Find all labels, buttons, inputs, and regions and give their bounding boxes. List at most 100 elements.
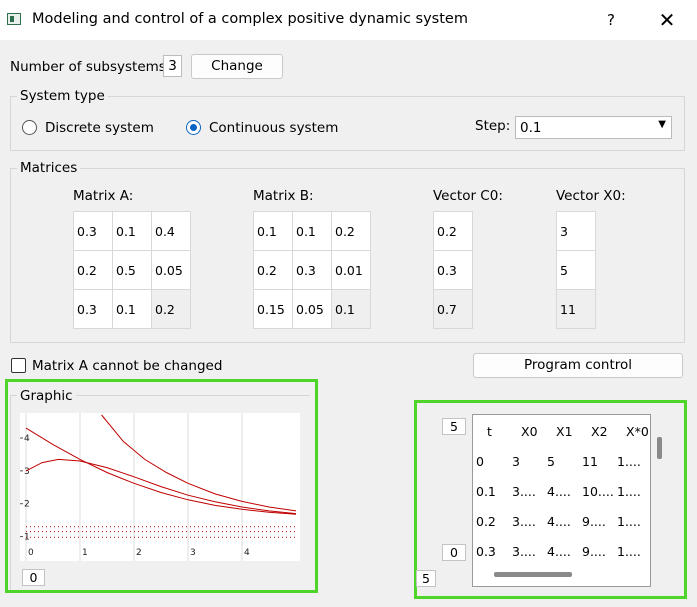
vector-x0-label: Vector X0:	[556, 188, 626, 204]
table-row[interactable]: 0.2 3.... 4.... 9.... 1....	[473, 506, 650, 536]
change-button[interactable]: Change	[191, 54, 283, 79]
table-cell[interactable]: 3....	[512, 483, 536, 499]
vector-c0-grid[interactable]: 0.2 0.3 0.7	[433, 211, 473, 329]
table-cell[interactable]: 9....	[582, 543, 606, 559]
matrix-a-cell[interactable]: 0.1	[112, 289, 152, 329]
matrix-a-cell[interactable]: 0.05	[151, 250, 191, 290]
column-header[interactable]: X2	[591, 423, 608, 439]
table-cell[interactable]: 9....	[582, 513, 606, 529]
matrix-a-label: Matrix A:	[73, 188, 134, 204]
program-control-button[interactable]: Program control	[473, 353, 683, 378]
graphic-highlight	[5, 379, 318, 593]
table-cell[interactable]: 1....	[617, 543, 641, 559]
close-button[interactable]: ✕	[658, 8, 676, 32]
matrix-a-lock-checkbox[interactable]	[11, 358, 26, 373]
matrix-a-cell[interactable]: 0.2	[73, 250, 113, 290]
table-spinbox-middle[interactable]: 0	[442, 544, 466, 561]
table-cell[interactable]: 1....	[617, 453, 641, 469]
app-icon	[7, 13, 21, 25]
matrix-b-grid[interactable]: 0.1 0.1 0.2 0.2 0.3 0.01 0.15 0.05 0.1	[253, 211, 371, 329]
matrix-b-cell[interactable]: 0.15	[253, 289, 293, 329]
table-cell[interactable]: 11	[582, 453, 598, 469]
x-tick-label: 0	[28, 548, 34, 558]
column-header[interactable]: X*0	[626, 423, 649, 439]
vector-x0-grid[interactable]: 3 5 11	[556, 211, 596, 329]
column-header[interactable]: X0	[521, 423, 538, 439]
vector-x0-cell[interactable]: 11	[556, 289, 596, 329]
matrix-b-cell[interactable]: 0.2	[331, 211, 371, 251]
vector-c0-cell[interactable]: 0.3	[433, 250, 473, 290]
table-cell[interactable]: 0.1	[476, 483, 496, 499]
table-row[interactable]: 0.1 3.... 4.... 10.... 1....	[473, 476, 650, 506]
matrix-b-cell[interactable]: 0.1	[331, 289, 371, 329]
matrix-a-cell[interactable]: 0.3	[73, 289, 113, 329]
matrix-b-cell[interactable]: 0.1	[292, 211, 332, 251]
matrix-a-grid[interactable]: 0.3 0.1 0.4 0.2 0.5 0.05 0.3 0.1 0.2	[73, 211, 191, 329]
matrix-b-cell[interactable]: 0.01	[331, 250, 371, 290]
help-button[interactable]: ?	[607, 11, 615, 29]
vector-x0-cell[interactable]: 3	[556, 211, 596, 251]
system-type-title: System type	[17, 88, 108, 104]
graphic-group	[10, 395, 310, 590]
y-tick-label: 4	[24, 434, 30, 444]
table-cell[interactable]: 3....	[512, 513, 536, 529]
step-label: Step:	[475, 118, 511, 134]
x-tick-label: 2	[136, 548, 142, 558]
discrete-system-radio[interactable]	[22, 120, 37, 135]
table-cell[interactable]: 4....	[547, 483, 571, 499]
matrices-group	[10, 168, 685, 343]
table-cell[interactable]: 4....	[547, 513, 571, 529]
matrix-b-cell[interactable]: 0.05	[292, 289, 332, 329]
subsystems-count-field[interactable]: 3	[163, 55, 182, 77]
table-cell[interactable]: 0.3	[476, 543, 496, 559]
graphic-spinbox[interactable]: 0	[22, 569, 45, 586]
vector-c0-cell[interactable]: 0.2	[433, 211, 473, 251]
chevron-down-icon: ▼	[658, 119, 666, 130]
table-row[interactable]: 0 3 5 11 1....	[473, 446, 650, 476]
vector-c0-label: Vector C0:	[433, 188, 503, 204]
step-value: 0.1	[520, 120, 542, 136]
matrix-a-cell[interactable]: 0.1	[112, 211, 152, 251]
matrices-title: Matrices	[17, 160, 81, 176]
step-select[interactable]: 0.1 ▼	[515, 116, 672, 139]
continuous-system-radio[interactable]	[186, 120, 201, 135]
subsystems-label: Number of subsystems:	[10, 59, 171, 75]
x-tick-label: 1	[82, 548, 88, 558]
matrix-b-cell[interactable]: 0.3	[292, 250, 332, 290]
matrix-a-cell[interactable]: 0.4	[151, 211, 191, 251]
continuous-system-label[interactable]: Continuous system	[209, 120, 339, 136]
series-line-2	[25, 458, 297, 515]
table-cell[interactable]: 0	[476, 453, 484, 469]
matrix-a-cell[interactable]: 0.3	[73, 211, 113, 251]
results-table-grid: t X0 X1 X2 X*0 0 3 5 11 1.... 0.1 3.... 4.... 10.... 1…	[473, 416, 650, 566]
vertical-scrollbar-thumb-visible[interactable]	[657, 437, 662, 459]
matrix-a-cell[interactable]: 0.2	[151, 289, 191, 329]
table-cell[interactable]: 4....	[547, 543, 571, 559]
column-header[interactable]: X1	[556, 423, 573, 439]
table-cell[interactable]: 5	[547, 453, 555, 469]
horizontal-scrollbar-thumb[interactable]	[494, 572, 572, 577]
table-spinbox-bottom[interactable]: 5	[416, 570, 436, 587]
vector-x0-cell[interactable]: 5	[556, 250, 596, 290]
vector-c0-cell[interactable]: 0.7	[433, 289, 473, 329]
discrete-system-label[interactable]: Discrete system	[45, 120, 154, 136]
matrix-a-lock-label[interactable]: Matrix A cannot be changed	[32, 358, 223, 374]
results-table[interactable]: t X0 X1 X2 X*0 0 3 5 11 1.... 0.1 3.... 4.... 10.... 1…	[472, 414, 651, 587]
table-spinbox-top[interactable]: 5	[442, 418, 466, 435]
column-header[interactable]: t	[487, 423, 492, 439]
table-cell[interactable]: 10....	[582, 483, 614, 499]
y-tick-label: 2	[24, 500, 30, 510]
table-cell[interactable]: 3	[512, 453, 520, 469]
table-cell[interactable]: 3....	[512, 543, 536, 559]
matrix-b-cell[interactable]: 0.2	[253, 250, 293, 290]
system-type-group	[10, 96, 685, 151]
table-row[interactable]: 0.3 3.... 4.... 9.... 1....	[473, 536, 650, 566]
table-panel-highlight	[414, 400, 687, 599]
table-cell[interactable]: 1....	[617, 483, 641, 499]
matrix-a-cell[interactable]: 0.5	[112, 250, 152, 290]
matrix-b-cell[interactable]: 0.1	[253, 211, 293, 251]
table-cell[interactable]: 0.2	[476, 513, 496, 529]
table-cell[interactable]: 1....	[617, 513, 641, 529]
series-line-1	[101, 414, 297, 512]
